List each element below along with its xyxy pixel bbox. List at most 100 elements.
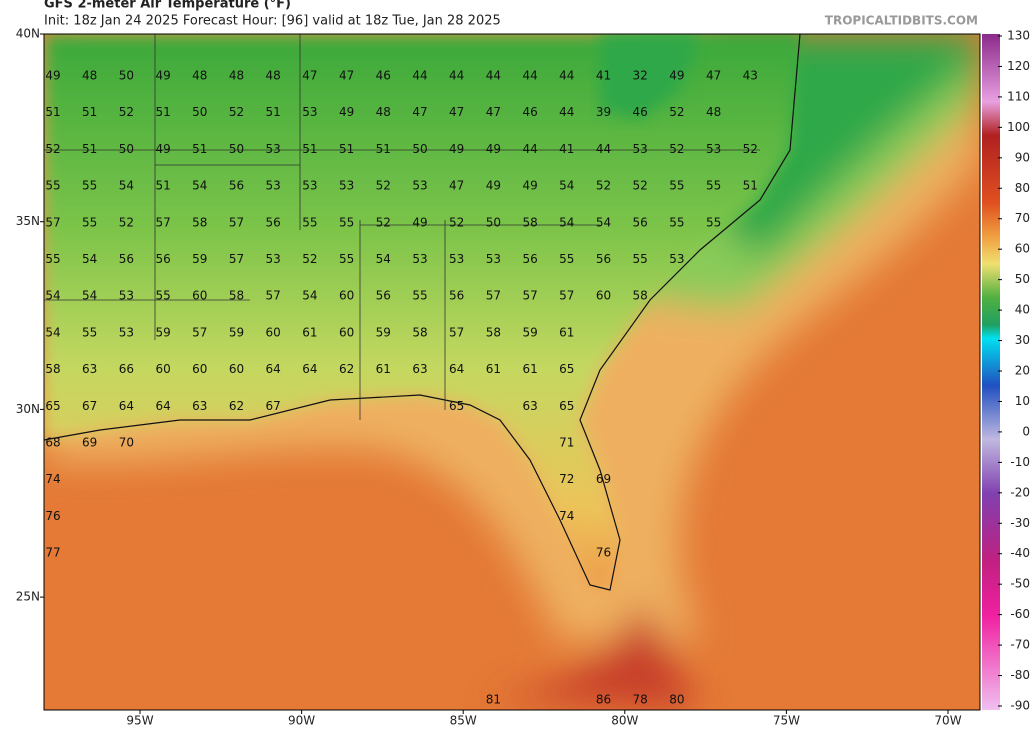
- station-temp: 44: [522, 142, 537, 156]
- subtitle: Init: 18z Jan 24 2025 Forecast Hour: [96…: [44, 14, 501, 29]
- station-temp: 57: [559, 289, 574, 303]
- station-temp: 44: [522, 69, 537, 83]
- station-temp: 64: [449, 362, 464, 376]
- station-temp: 64: [266, 362, 281, 376]
- station-temp: 59: [522, 325, 537, 339]
- station-temp: 54: [119, 179, 134, 193]
- colorbar-label: -90: [1010, 699, 1030, 713]
- colorbar-label: -80: [1010, 668, 1030, 682]
- colorbar-label: 30: [1015, 333, 1030, 347]
- colorbar-label: 80: [1015, 181, 1030, 195]
- station-temp: 54: [559, 215, 574, 229]
- station-temp: 52: [633, 179, 648, 193]
- lon-label: 75W: [773, 714, 800, 728]
- station-temp: 47: [449, 179, 464, 193]
- station-temp: 53: [412, 252, 427, 266]
- station-temp: 64: [119, 399, 134, 413]
- station-temp: 65: [449, 399, 464, 413]
- station-temp: 49: [522, 179, 537, 193]
- station-temp: 50: [229, 142, 244, 156]
- station-temp: 51: [192, 142, 207, 156]
- station-temp: 53: [633, 142, 648, 156]
- station-temp: 48: [82, 69, 97, 83]
- station-temp: 50: [486, 215, 501, 229]
- station-temp: 32: [633, 69, 648, 83]
- station-temp: 47: [412, 105, 427, 119]
- colorbar-label: -30: [1010, 516, 1030, 530]
- station-temp: 56: [376, 289, 391, 303]
- station-temp: 76: [596, 546, 611, 560]
- lon-label: 90W: [288, 714, 315, 728]
- station-temp: 55: [669, 215, 684, 229]
- site-name: TROPICALTIDBITS.COM: [825, 14, 978, 28]
- station-temp: 41: [559, 142, 574, 156]
- station-temp: 54: [192, 179, 207, 193]
- station-temp: 48: [229, 69, 244, 83]
- station-temp: 55: [45, 179, 60, 193]
- station-temp: 49: [669, 69, 684, 83]
- colorbar-label: 130: [1007, 29, 1030, 43]
- colorbar-label: 40: [1015, 303, 1030, 317]
- station-temp: 63: [522, 399, 537, 413]
- station-temp: 44: [412, 69, 427, 83]
- station-temp: 49: [155, 142, 170, 156]
- station-temp: 51: [82, 105, 97, 119]
- station-temp: 47: [486, 105, 501, 119]
- station-temp: 55: [706, 215, 721, 229]
- station-temp: 44: [596, 142, 611, 156]
- station-temp: 65: [559, 362, 574, 376]
- station-temp: 52: [229, 105, 244, 119]
- station-temp: 52: [119, 215, 134, 229]
- station-temp: 57: [192, 325, 207, 339]
- station-temp: 55: [339, 252, 354, 266]
- colorbar-label: 10: [1015, 394, 1030, 408]
- station-temp: 70: [119, 436, 134, 450]
- station-temp: 52: [376, 215, 391, 229]
- station-temp: 61: [522, 362, 537, 376]
- station-temp: 53: [669, 252, 684, 266]
- station-temp: 74: [45, 472, 60, 486]
- station-temp: 55: [45, 252, 60, 266]
- station-temp: 54: [82, 252, 97, 266]
- colorbar-label: -40: [1010, 546, 1030, 560]
- station-temp: 51: [45, 105, 60, 119]
- station-temp: 53: [339, 179, 354, 193]
- station-temp: 74: [559, 509, 574, 523]
- colorbar-label: 50: [1015, 272, 1030, 286]
- station-temp: 61: [302, 325, 317, 339]
- station-temp: 60: [339, 289, 354, 303]
- station-temp: 51: [155, 179, 170, 193]
- station-temp: 51: [82, 142, 97, 156]
- station-temp: 49: [45, 69, 60, 83]
- station-temp: 54: [596, 215, 611, 229]
- station-temp: 56: [522, 252, 537, 266]
- station-temp: 71: [559, 436, 574, 450]
- station-temp: 60: [192, 362, 207, 376]
- station-temp: 58: [192, 215, 207, 229]
- station-temp: 46: [522, 105, 537, 119]
- station-temp: 47: [339, 69, 354, 83]
- station-temp: 61: [486, 362, 501, 376]
- station-temp: 53: [119, 325, 134, 339]
- station-temp: 55: [669, 179, 684, 193]
- station-temp: 44: [449, 69, 464, 83]
- station-temp: 52: [449, 215, 464, 229]
- station-temp: 44: [559, 105, 574, 119]
- station-temp: 51: [155, 105, 170, 119]
- station-temp: 78: [633, 693, 648, 707]
- colorbar-label: 100: [1007, 120, 1030, 134]
- station-temp: 58: [45, 362, 60, 376]
- title: GFS 2-meter Air Temperature (°F): [44, 0, 291, 12]
- station-temp: 49: [339, 105, 354, 119]
- station-temp: 53: [266, 252, 281, 266]
- station-temp: 39: [596, 105, 611, 119]
- lat-label: 25N: [16, 590, 40, 604]
- station-temp: 53: [119, 289, 134, 303]
- lon-label: 70W: [934, 714, 961, 728]
- colorbar-label: 60: [1015, 242, 1030, 256]
- station-temp: 61: [559, 325, 574, 339]
- colorbar-label: 20: [1015, 364, 1030, 378]
- station-temp: 47: [449, 105, 464, 119]
